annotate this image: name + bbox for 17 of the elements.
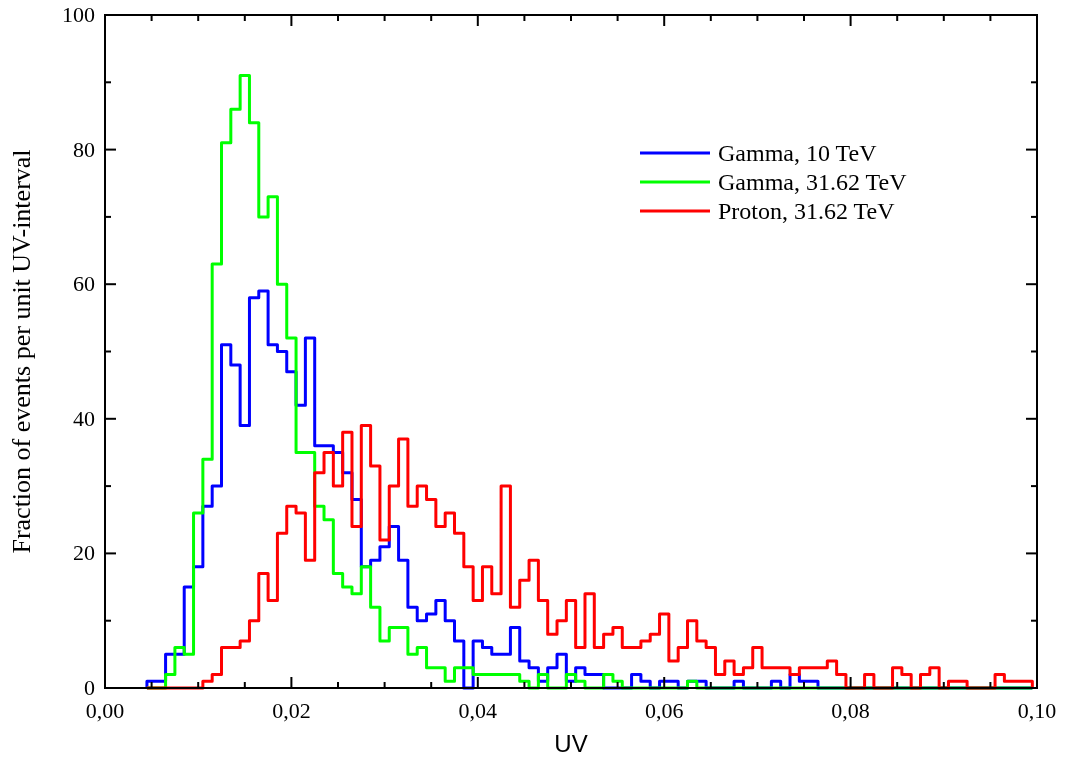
legend-label: Gamma, 10 TeV: [718, 140, 878, 166]
x-tick-label: 0,02: [272, 698, 311, 723]
y-tick-label: 60: [73, 271, 95, 297]
legend-label: Proton, 31.62 TeV: [718, 198, 896, 224]
x-axis-title: UV: [554, 730, 588, 757]
y-tick-label: 80: [73, 136, 95, 162]
y-tick-label: 0: [84, 675, 95, 700]
x-tick-label: 0,00: [85, 698, 125, 723]
y-tick-label: 40: [73, 405, 95, 431]
y-axis-title: Fraction of events per unit UV-interval: [7, 149, 36, 554]
x-tick-label: 0,06: [644, 698, 684, 723]
x-tick-label: 0,08: [831, 698, 870, 723]
x-tick-label: 0,10: [1017, 698, 1057, 723]
x-tick-label: 0,04: [458, 698, 498, 723]
legend-label: Gamma, 31.62 TeV: [718, 169, 908, 195]
y-tick-label: 100: [62, 2, 95, 27]
y-tick-label: 20: [73, 540, 95, 566]
